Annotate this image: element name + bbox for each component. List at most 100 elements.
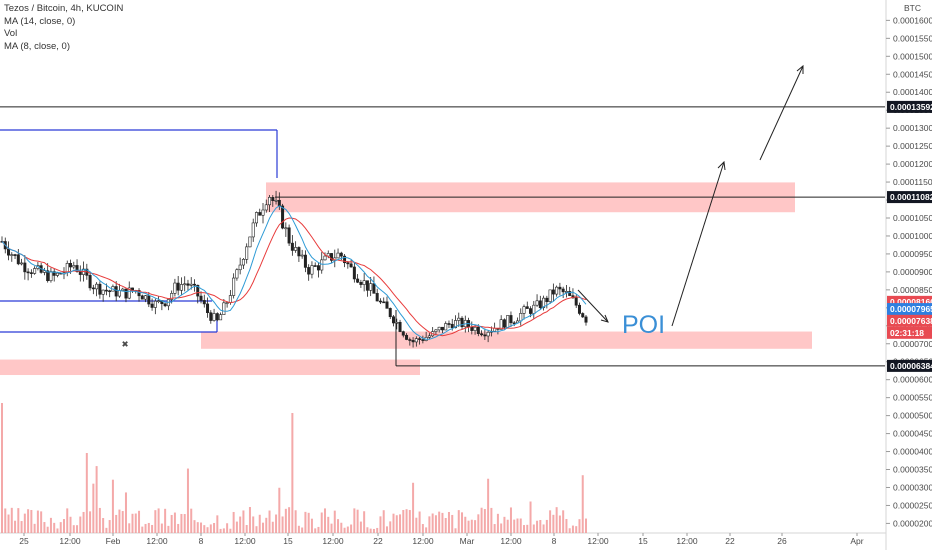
volume-bar xyxy=(14,520,17,533)
candle-body xyxy=(196,284,200,297)
volume-bar xyxy=(513,519,516,533)
candle-body xyxy=(104,289,108,292)
ma8-line xyxy=(1,205,587,340)
candle-body xyxy=(551,289,555,295)
candle-body xyxy=(29,272,33,274)
volume-bar xyxy=(258,514,261,533)
candle-body xyxy=(95,283,99,290)
volume-bar xyxy=(506,519,509,533)
volume-bar xyxy=(519,518,522,533)
volume-bar xyxy=(200,522,203,533)
volume-bar xyxy=(108,520,111,533)
volume-bar xyxy=(17,508,20,533)
volume-bar xyxy=(496,513,499,533)
candle-body xyxy=(7,248,11,256)
volume-bar xyxy=(356,509,359,533)
volume-bar xyxy=(474,520,477,533)
candle-body xyxy=(453,320,457,329)
candle-body xyxy=(52,271,56,276)
level-price-tag xyxy=(887,191,932,204)
time-tick-label: 12:00 xyxy=(146,536,168,546)
volume-bar xyxy=(301,527,304,533)
volume-bar xyxy=(310,518,313,533)
candle-body xyxy=(268,197,272,206)
candle-body xyxy=(215,313,219,321)
candle-body xyxy=(75,265,79,272)
volume-bar xyxy=(568,528,571,533)
candle-body xyxy=(150,303,154,308)
volume-bar xyxy=(53,522,56,533)
volume-bar xyxy=(151,524,154,533)
legend-vol[interactable]: Vol xyxy=(4,28,18,39)
candle-body xyxy=(359,281,363,285)
candle-body xyxy=(525,306,529,309)
volume-bar xyxy=(382,510,385,533)
candle-body xyxy=(206,303,210,314)
currency-label: BTC xyxy=(904,3,921,13)
poi-label: POI xyxy=(622,311,665,339)
volume-bar xyxy=(490,507,493,533)
level-price-label: 0.00013592 xyxy=(890,102,932,112)
volume-bar xyxy=(385,526,388,533)
candle-body xyxy=(408,339,412,341)
volume-bar xyxy=(255,526,258,533)
candle-body xyxy=(49,271,53,282)
candle-body xyxy=(378,300,382,303)
candle-body xyxy=(209,312,213,321)
candle-body xyxy=(101,289,105,295)
candle-body xyxy=(561,288,565,293)
volume-bar xyxy=(500,523,503,533)
candle-body xyxy=(232,277,236,296)
volume-group xyxy=(1,403,587,533)
volume-bar xyxy=(562,510,565,533)
volume-bar xyxy=(330,523,333,533)
candle-body xyxy=(323,255,327,261)
candle-body xyxy=(564,291,568,293)
candle-body xyxy=(316,265,320,271)
volume-bar xyxy=(76,525,79,533)
candle-body xyxy=(473,326,477,331)
time-tick-label: 22 xyxy=(373,536,383,546)
volume-bar xyxy=(95,466,98,533)
volume-bar xyxy=(105,527,108,533)
volume-bar xyxy=(102,518,105,533)
time-tick-label: 15 xyxy=(638,536,648,546)
candle-body xyxy=(330,253,334,261)
current-price-label: 0.00008166 xyxy=(890,297,932,307)
candle-body xyxy=(157,300,161,302)
candle-body xyxy=(121,288,125,291)
volume-bar xyxy=(405,509,408,533)
volume-bar xyxy=(493,524,496,533)
time-tick-label: 22 xyxy=(725,536,735,546)
volume-bar xyxy=(539,520,542,533)
volume-bar xyxy=(558,515,561,533)
symbol-title[interactable]: Tezos / Bitcoin, 4h, KUCOIN xyxy=(4,3,124,14)
candle-body xyxy=(33,268,37,274)
candle-body xyxy=(170,293,174,300)
volume-bar xyxy=(216,515,219,533)
arrow-head xyxy=(717,160,726,171)
legend-ma8[interactable]: MA (8, close, 0) xyxy=(4,40,70,52)
candle-body xyxy=(568,291,572,296)
legend-ma14[interactable]: MA (14, close, 0) xyxy=(4,15,76,27)
volume-bar xyxy=(487,478,490,533)
candle-body xyxy=(78,271,82,275)
volume-bar xyxy=(239,516,242,533)
current-price-label: 0.00007965 xyxy=(890,304,932,314)
volume-bar xyxy=(444,518,447,533)
volume-bar xyxy=(372,528,375,533)
volume-bar xyxy=(23,513,26,533)
volume-bar xyxy=(585,518,587,533)
time-tick-label: 26 xyxy=(777,536,787,546)
volume-bar xyxy=(98,507,101,533)
candle-body xyxy=(385,301,389,309)
candle-body xyxy=(42,270,46,273)
arrow-head xyxy=(796,64,804,74)
